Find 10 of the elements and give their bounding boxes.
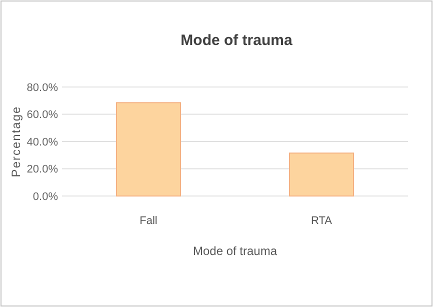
x-axis-title: Mode of trauma xyxy=(192,244,278,258)
chart-title: Mode of trauma xyxy=(180,32,293,49)
y-tick-label: 0.0% xyxy=(32,190,58,203)
y-axis-title: Percentage xyxy=(9,106,23,178)
x-tick-label: RTA xyxy=(311,215,333,227)
y-tick-label: 20.0% xyxy=(26,164,58,176)
y-tick-label: 40.0% xyxy=(26,136,58,148)
x-tick-label: Fall xyxy=(140,215,158,227)
y-tick-label: 60.0% xyxy=(26,109,58,122)
y-tick-label: 80.0% xyxy=(26,82,58,94)
